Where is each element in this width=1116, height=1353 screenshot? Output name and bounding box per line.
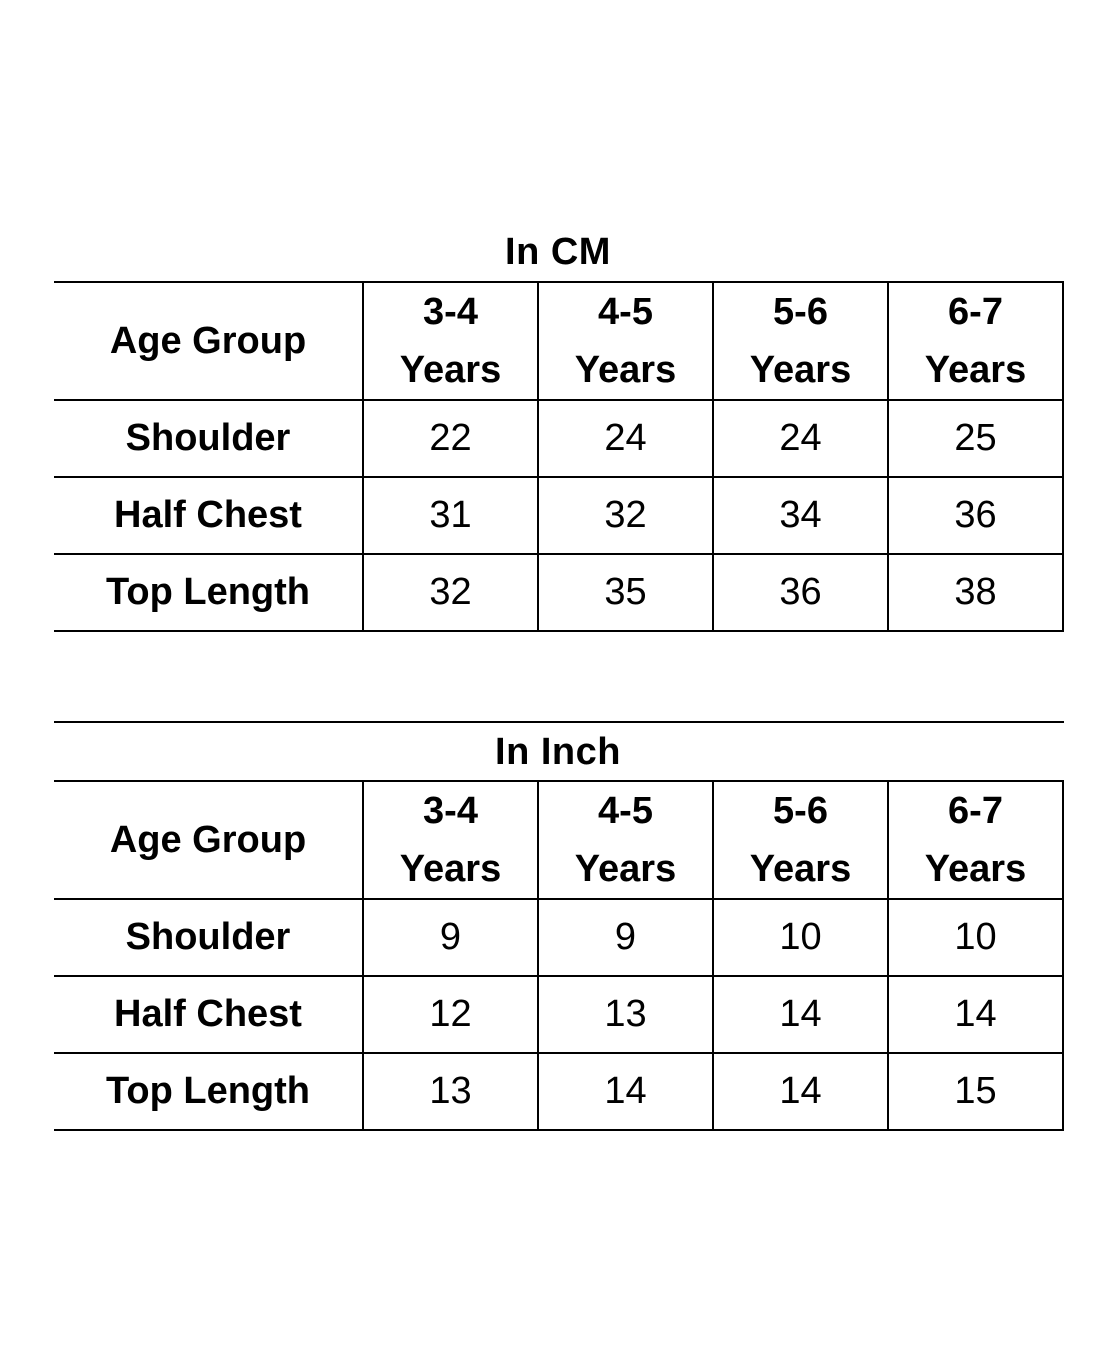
table-cell: 36 xyxy=(887,476,1064,555)
age-unit: Years xyxy=(399,848,502,890)
age-range: 6-7 xyxy=(948,790,1003,832)
age-unit: Years xyxy=(924,848,1027,890)
table-cell: 24 xyxy=(712,399,889,478)
row-label: Half Chest xyxy=(54,476,364,555)
table-cell: 32 xyxy=(537,476,714,555)
table-cell: 14 xyxy=(887,975,1064,1054)
age-group-header: Age Group xyxy=(54,281,364,401)
age-range: 6-7 xyxy=(948,291,1003,333)
table-cell: 38 xyxy=(887,553,1064,632)
table-cell: 13 xyxy=(362,1052,539,1131)
table-cell: 12 xyxy=(362,975,539,1054)
table-title-cm: In CM xyxy=(505,231,611,273)
column-header: 5-6 Years xyxy=(712,780,889,900)
age-range: 3-4 xyxy=(423,790,478,832)
table-cell: 35 xyxy=(537,553,714,632)
column-header: 3-4 Years xyxy=(362,281,539,401)
age-unit: Years xyxy=(399,349,502,391)
column-header: 4-5 Years xyxy=(537,780,714,900)
table-cell: 34 xyxy=(712,476,889,555)
age-unit: Years xyxy=(749,349,852,391)
age-range: 4-5 xyxy=(598,291,653,333)
table-cell: 14 xyxy=(712,975,889,1054)
table-cell: 9 xyxy=(362,898,539,977)
age-unit: Years xyxy=(574,848,677,890)
table-cell: 36 xyxy=(712,553,889,632)
table-cell: 31 xyxy=(362,476,539,555)
table-cell: 25 xyxy=(887,399,1064,478)
age-range: 4-5 xyxy=(598,790,653,832)
table-row: Half Chest 12 13 14 14 xyxy=(54,975,1064,1054)
header-row: Age Group 3-4 Years 4-5 Years 5-6 Years … xyxy=(54,780,1064,900)
column-header: 5-6 Years xyxy=(712,281,889,401)
table-cell: 13 xyxy=(537,975,714,1054)
table-cell: 10 xyxy=(887,898,1064,977)
table-cell: 14 xyxy=(537,1052,714,1131)
size-chart-inch-table: Age Group 3-4 Years 4-5 Years 5-6 Years … xyxy=(54,780,1064,1131)
column-header: 6-7 Years xyxy=(887,780,1064,900)
table-cell: 14 xyxy=(712,1052,889,1131)
table-cell: 32 xyxy=(362,553,539,632)
age-group-header: Age Group xyxy=(54,780,364,900)
age-unit: Years xyxy=(749,848,852,890)
column-header: 3-4 Years xyxy=(362,780,539,900)
table-cell: 15 xyxy=(887,1052,1064,1131)
table-row: Shoulder 9 9 10 10 xyxy=(54,898,1064,977)
row-label: Top Length xyxy=(54,1052,364,1131)
table-cell: 24 xyxy=(537,399,714,478)
header-row: Age Group 3-4 Years 4-5 Years 5-6 Years … xyxy=(54,281,1064,401)
table-title-inch: In Inch xyxy=(495,731,621,773)
column-header: 4-5 Years xyxy=(537,281,714,401)
table-row: Top Length 13 14 14 15 xyxy=(54,1052,1064,1131)
table-cell: 22 xyxy=(362,399,539,478)
age-range: 5-6 xyxy=(773,790,828,832)
column-header: 6-7 Years xyxy=(887,281,1064,401)
table-row: Shoulder 22 24 24 25 xyxy=(54,399,1064,478)
row-label: Shoulder xyxy=(54,399,364,478)
table-row: Top Length 32 35 36 38 xyxy=(54,553,1064,632)
size-chart-cm-table: Age Group 3-4 Years 4-5 Years 5-6 Years … xyxy=(54,281,1064,632)
row-label: Shoulder xyxy=(54,898,364,977)
table-row: Half Chest 31 32 34 36 xyxy=(54,476,1064,555)
age-unit: Years xyxy=(924,349,1027,391)
age-range: 5-6 xyxy=(773,291,828,333)
table-cell: 9 xyxy=(537,898,714,977)
age-unit: Years xyxy=(574,349,677,391)
table-cell: 10 xyxy=(712,898,889,977)
row-label: Top Length xyxy=(54,553,364,632)
age-range: 3-4 xyxy=(423,291,478,333)
section-divider xyxy=(54,721,1064,723)
row-label: Half Chest xyxy=(54,975,364,1054)
